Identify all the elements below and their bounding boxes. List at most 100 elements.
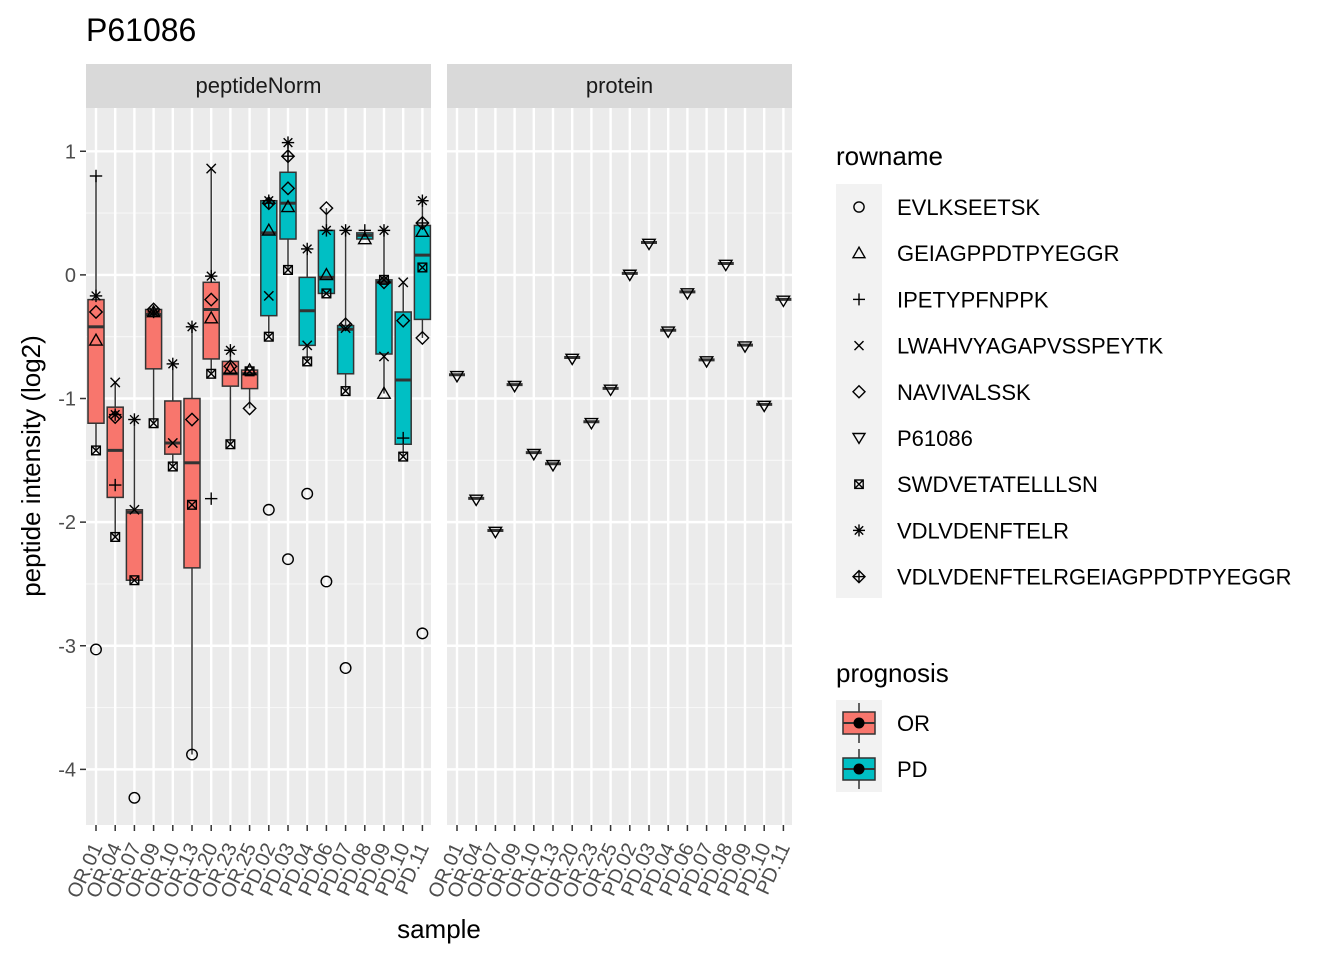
legend-rowname-title: rowname: [836, 141, 943, 171]
x-axis-peptideNorm: OR.01OR.04OR.07OR.09OR.10OR.13OR.20OR.23…: [63, 825, 434, 902]
box: [394, 311, 412, 445]
point-triangle: [261, 222, 277, 236]
point-diamond-plus: [280, 149, 296, 164]
box: [279, 171, 297, 240]
point-diamond: [396, 313, 411, 328]
protein-point: [775, 295, 791, 308]
gridlines-peptideNorm: [86, 108, 431, 825]
box: [164, 400, 182, 455]
legend-key-diamond: [852, 384, 866, 399]
legend-label: VDLVDENFTELRGEIAGPPDTPYEGGR: [897, 565, 1291, 590]
boxplot-PD.04: [298, 248, 316, 362]
box: [106, 406, 124, 499]
legend-prognosis-title: prognosis: [836, 658, 949, 688]
point-cross: [110, 377, 121, 388]
box: [144, 308, 163, 370]
legend-label: LWAHVYAGAPVSSPEYTK: [897, 334, 1163, 359]
legend-label: VDLVDENFTELR: [897, 518, 1069, 543]
legend-rowname-items: EVLKSEETSK GEIAGPPDTPYEGGR IPETYPFNPPK LWAH…: [851, 195, 1291, 590]
legend-label: NAVIVALSSK: [897, 380, 1031, 405]
y-axis: 1 0 -1 -2 -3 -4: [58, 141, 86, 781]
legend-key-triangle: [851, 245, 867, 259]
strip-protein: [447, 64, 792, 108]
point-diamond: [88, 304, 104, 320]
point-cross: [398, 277, 409, 288]
point-asterisk: [224, 344, 237, 357]
legend-label: EVLKSEETSK: [897, 195, 1040, 220]
legend-label: PD: [897, 757, 928, 782]
point-square-cross: [90, 445, 102, 456]
boxplot-OR.04: [106, 382, 124, 537]
protein-point: [641, 238, 657, 251]
point-square-cross: [263, 331, 274, 342]
legend-label: IPETYPFNPPK: [897, 287, 1049, 312]
point-square-cross: [321, 288, 332, 299]
y-axis-title: peptide intensity (log2): [16, 335, 46, 597]
point-square-cross: [206, 368, 217, 379]
box: [336, 324, 355, 375]
point-circle: [339, 662, 352, 674]
legend-key-triangle-down: [851, 432, 867, 445]
point-square-cross: [340, 386, 351, 397]
point-cross: [340, 322, 351, 334]
x-axis-title: sample: [397, 914, 481, 944]
y-tick-label: -4: [58, 759, 76, 781]
point-cross: [263, 290, 274, 302]
point-diamond-plus: [415, 215, 430, 231]
box: [260, 199, 278, 317]
y-tick-label: 0: [65, 265, 76, 287]
point-triangle: [88, 332, 104, 346]
point-square-cross: [167, 461, 178, 472]
point-cross: [378, 351, 390, 362]
protein-point: [449, 370, 465, 384]
protein-point: [583, 417, 599, 431]
legend-key-plus: [853, 293, 865, 306]
points-protein: [449, 238, 792, 539]
point-asterisk: [185, 320, 199, 334]
facet-protein: protein OR.01OR.04OR.07OR.09OR.10OR.13OR…: [424, 64, 795, 902]
y-tick-label: -3: [58, 636, 76, 658]
point-diamond: [319, 200, 334, 216]
point-asterisk: [166, 357, 179, 371]
boxplot-PD.02: [260, 199, 278, 337]
point-asterisk: [109, 408, 122, 421]
gridlines-protein: [447, 108, 792, 825]
panel-protein: [447, 108, 792, 825]
box: [317, 229, 336, 295]
protein-point: [564, 353, 580, 366]
legend-key-diamond-plus: [852, 569, 866, 584]
protein-point: [507, 380, 523, 394]
point-circle: [262, 503, 275, 516]
point-diamond: [184, 412, 200, 427]
point-square-cross: [225, 439, 236, 450]
point-diamond: [242, 401, 257, 416]
legend-label: SWDVETATELLLSN: [897, 472, 1098, 497]
protein-point: [756, 400, 772, 413]
legend-key-PD: [836, 746, 882, 792]
point-asterisk: [416, 194, 429, 207]
point-square-cross: [378, 274, 390, 285]
point-square-cross: [302, 356, 313, 367]
x-axis-protein: OR.01OR.04OR.07OR.09OR.10OR.13OR.20OR.23…: [424, 825, 795, 902]
legend-prognosis-items: OR PD: [836, 700, 930, 792]
legend-key-square-cross: [854, 479, 864, 490]
legend-key-OR: [836, 700, 882, 746]
point-plus: [109, 478, 122, 492]
point-cross: [206, 163, 217, 174]
point-square-cross: [129, 575, 140, 586]
point-cross: [167, 437, 178, 449]
point-asterisk: [301, 242, 314, 256]
point-triangle: [280, 199, 296, 213]
protein-point: [622, 269, 638, 282]
point-asterisk: [339, 224, 352, 237]
point-triangle: [203, 310, 219, 324]
chart-title: P61086: [86, 12, 196, 48]
point-circle: [301, 487, 314, 500]
box: [125, 509, 144, 581]
legend-rowname: rowname EVLKSEETSK GEIAGPPDTPYEGGR IPETYPF…: [836, 141, 1291, 598]
legend-key-circle: [853, 201, 865, 213]
legend-key-cross: [854, 340, 864, 351]
point-diamond: [204, 292, 219, 307]
boxplot-PD.06: [317, 208, 336, 295]
point-circle: [282, 553, 294, 566]
